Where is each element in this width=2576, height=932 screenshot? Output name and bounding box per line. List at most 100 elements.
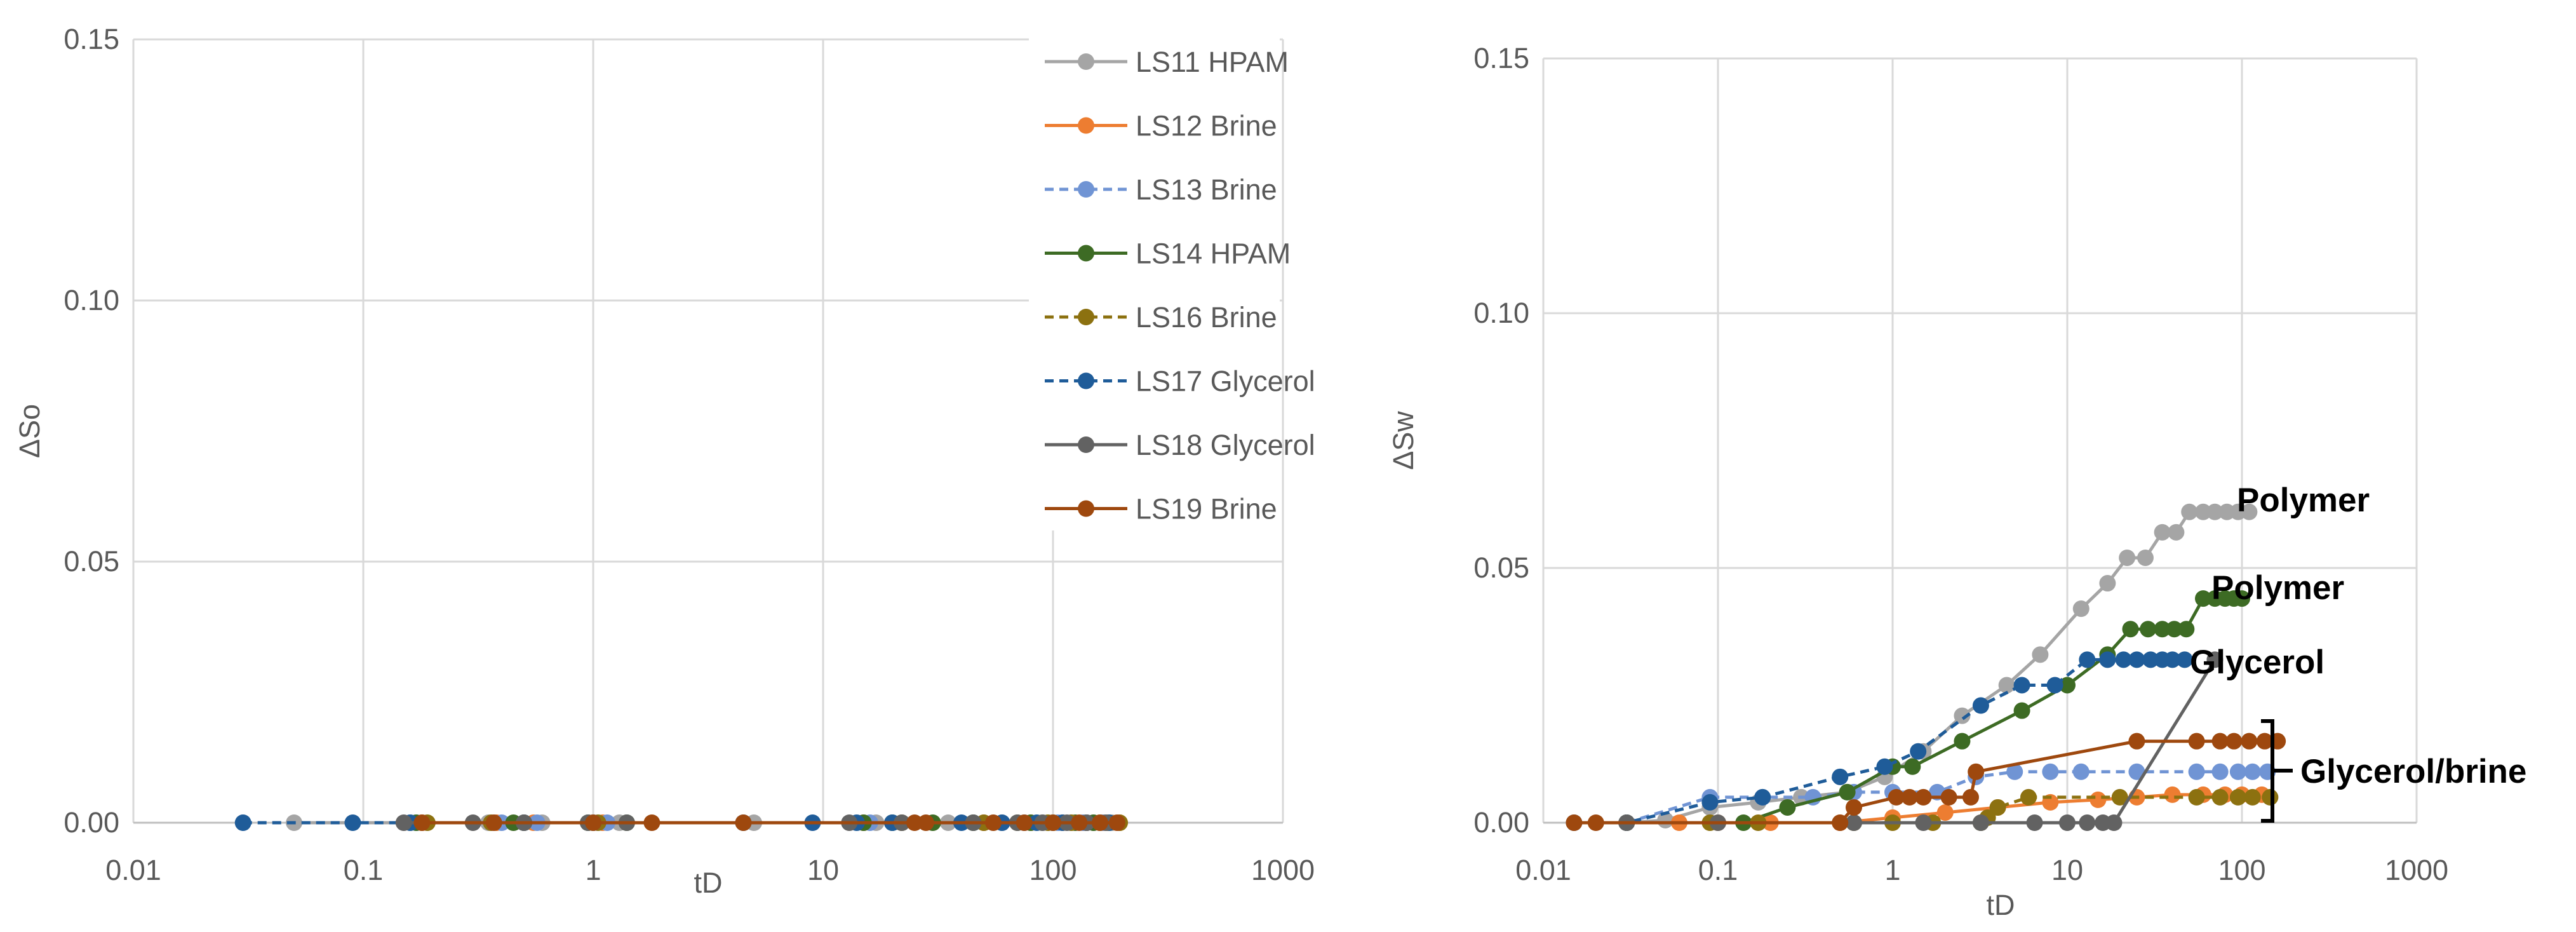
data-point	[1566, 814, 1583, 831]
data-point	[1915, 814, 1932, 831]
data-point	[1845, 799, 1862, 816]
x-tick-label: 0.01	[1515, 854, 1571, 886]
data-point	[234, 814, 252, 831]
data-point	[485, 814, 502, 831]
x-tick-label: 1	[585, 854, 601, 886]
data-point	[2099, 575, 2116, 592]
legend-label: LS16 Brine	[1136, 301, 1277, 334]
data-point	[2059, 677, 2076, 694]
data-point	[2256, 733, 2273, 750]
data-point	[2079, 651, 2096, 668]
data-point	[2013, 702, 2030, 719]
x-tick-label: 10	[2051, 854, 2083, 886]
annotations: Polymer Polymer Glycerol Glycerol/brine	[2190, 482, 2526, 823]
y-tick-label: 0.15	[1473, 42, 1529, 74]
data-point	[2128, 733, 2145, 750]
data-point	[1998, 677, 2015, 694]
data-point	[1962, 788, 1979, 806]
legend-marker	[1078, 117, 1094, 134]
data-point	[1901, 788, 1918, 806]
data-point	[1845, 814, 1862, 831]
series-ls19-brine	[1566, 733, 2286, 831]
data-point	[1989, 799, 2006, 816]
data-point	[585, 814, 601, 831]
data-point	[2176, 651, 2193, 668]
data-point	[2105, 814, 2123, 831]
x-tick-label: 1000	[1251, 854, 1315, 886]
data-point	[1876, 758, 1893, 775]
data-point	[1972, 814, 1989, 831]
y-axis-title: ΔSo	[13, 404, 46, 458]
y-tick-label: 0.05	[1473, 551, 1529, 584]
data-point	[2142, 651, 2159, 668]
data-point	[2241, 733, 2258, 750]
x-tick-label: 0.1	[344, 854, 384, 886]
data-point	[2234, 590, 2250, 607]
data-point	[1968, 763, 1985, 780]
legend-label: LS18 Glycerol	[1136, 429, 1315, 461]
data-point	[2194, 590, 2211, 607]
annotation-glycerol-brine: Glycerol/brine	[2300, 753, 2526, 790]
y-tick-label: 0.00	[64, 806, 119, 839]
data-point	[2164, 786, 2181, 803]
data-point	[2111, 788, 2128, 806]
data-point	[2099, 651, 2116, 668]
data-point	[2181, 503, 2198, 520]
data-point	[906, 814, 923, 831]
data-point	[2206, 503, 2224, 520]
series-line	[1627, 510, 2250, 825]
data-point	[1972, 697, 1989, 714]
right-panel: 0.01 0.1 1 10 100 1000 0.00 0.05 0.10 0.15 tD ΔSw Po…	[1387, 42, 2526, 921]
y-tick-label: 0.00	[1473, 806, 1529, 839]
data-point	[1832, 814, 1849, 831]
data-point	[1754, 788, 1771, 806]
data-point	[2241, 503, 2258, 520]
y-tick-label: 0.15	[64, 23, 119, 55]
data-point	[2020, 788, 2037, 806]
data-point	[2211, 763, 2229, 780]
data-point	[2225, 733, 2243, 750]
data-point	[2194, 503, 2211, 520]
data-point	[1940, 788, 1957, 806]
data-point	[344, 814, 361, 831]
legend-label: LS12 Brine	[1136, 110, 1277, 142]
y-tick-label: 0.10	[1473, 297, 1529, 329]
y-tick-label: 0.10	[64, 284, 119, 316]
data-point	[2128, 651, 2145, 668]
data-point	[2072, 763, 2090, 780]
annotation-glycerol: Glycerol	[2190, 644, 2324, 681]
data-point	[1954, 733, 1971, 750]
data-point	[1779, 799, 1796, 816]
legend-label: LS19 Brine	[1136, 493, 1277, 525]
data-point	[1954, 707, 1971, 724]
legend-label: LS17 Glycerol	[1136, 365, 1315, 398]
y-tick-label: 0.05	[64, 545, 119, 577]
data-point	[1016, 814, 1033, 831]
data-point	[2059, 814, 2076, 831]
series-ls14-hpam	[1618, 590, 2250, 831]
data-point	[2211, 733, 2229, 750]
data-point	[2046, 677, 2063, 694]
legend-marker	[1078, 53, 1094, 70]
data-point	[2026, 814, 2043, 831]
data-point	[2244, 788, 2261, 806]
data-point	[2188, 733, 2205, 750]
data-point	[2006, 763, 2023, 780]
data-point	[1091, 814, 1108, 831]
legend-marker	[1078, 245, 1094, 262]
data-point	[2178, 621, 2195, 638]
x-axis-title: tD	[694, 867, 723, 899]
x-axis-title: tD	[1987, 889, 2015, 921]
data-point	[1071, 814, 1088, 831]
legend: LS11 HPAM LS12 Brine LS13 Brine LS14 HPAM LS…	[1029, 29, 1315, 530]
data-point	[2164, 651, 2181, 668]
data-point	[2166, 621, 2183, 638]
data-point	[2154, 621, 2171, 638]
data-point	[2206, 651, 2224, 668]
data-point	[413, 814, 431, 831]
data-point	[1915, 788, 1932, 806]
legend-marker	[1078, 436, 1094, 453]
data-point	[2211, 788, 2229, 806]
x-tick-label: 1000	[2385, 854, 2448, 886]
bracket	[2261, 719, 2293, 823]
